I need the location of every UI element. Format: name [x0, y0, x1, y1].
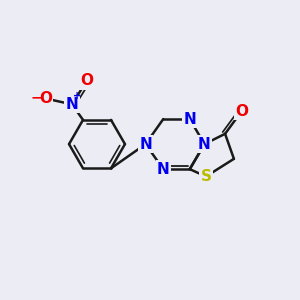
Text: N: N [139, 136, 152, 152]
Text: N: N [183, 112, 196, 127]
Text: N: N [157, 162, 169, 177]
Text: −: − [30, 90, 42, 104]
Text: S: S [200, 169, 211, 184]
Text: +: + [73, 91, 81, 101]
Text: N: N [198, 136, 211, 152]
Text: O: O [80, 73, 93, 88]
Text: O: O [235, 104, 248, 119]
Text: O: O [39, 91, 52, 106]
Text: N: N [66, 97, 78, 112]
